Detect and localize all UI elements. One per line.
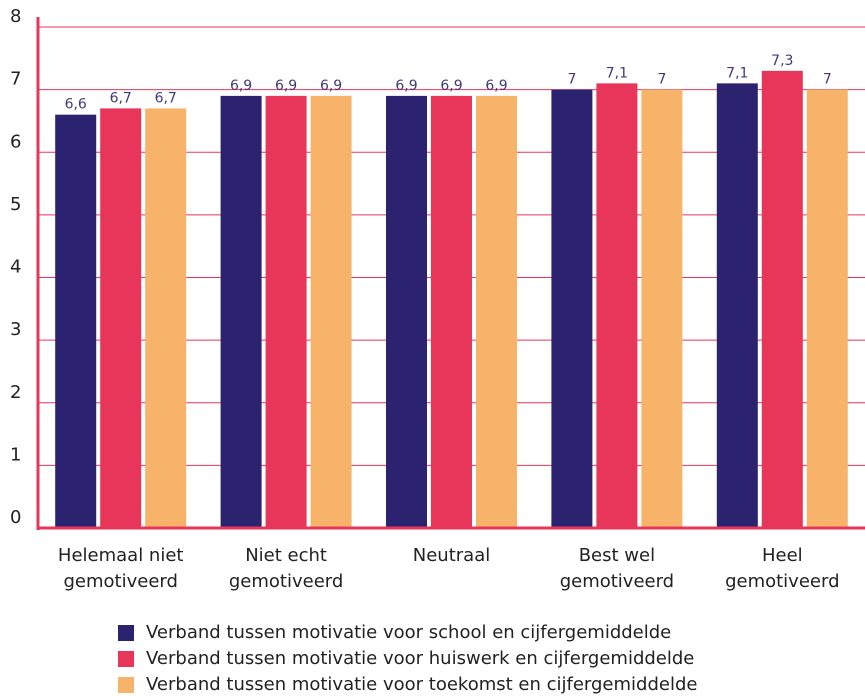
legend-label: Verband tussen motivatie voor toekomst e… <box>146 674 697 695</box>
y-tick-label: 1 <box>10 444 21 465</box>
value-label: 7 <box>567 72 576 88</box>
legend-label: Verband tussen motivatie voor huiswerk e… <box>146 648 694 669</box>
bar <box>386 95 427 528</box>
value-label: 6,9 <box>395 78 417 94</box>
value-label: 7,1 <box>726 65 748 81</box>
bar <box>716 83 758 529</box>
legend-swatch <box>118 651 134 667</box>
value-label: 6,9 <box>485 78 507 94</box>
legend-swatch <box>118 625 134 641</box>
value-label: 7,1 <box>606 65 628 81</box>
value-label: 6,7 <box>155 90 177 106</box>
bar <box>551 89 593 528</box>
value-label: 6,9 <box>230 78 252 94</box>
value-label: 7 <box>823 72 832 88</box>
bar <box>431 95 472 528</box>
value-label: 7,3 <box>771 53 793 69</box>
value-label: 6,9 <box>275 78 297 94</box>
bar <box>310 95 352 528</box>
x-tick-label: Niet echt gemotiveerd <box>229 545 343 592</box>
bar <box>220 95 262 528</box>
bar <box>476 95 517 528</box>
y-tick-label: 3 <box>10 319 21 340</box>
legend-swatch <box>118 677 134 693</box>
x-tick-label: Neutraal <box>413 545 490 566</box>
bar <box>596 83 638 529</box>
y-tick-label: 6 <box>10 131 21 152</box>
y-tick-label: 0 <box>10 507 21 528</box>
bar <box>145 108 187 528</box>
x-tick-label: Helemaal niet gemotiveerd <box>58 545 184 592</box>
bar <box>265 95 307 528</box>
bar <box>100 108 142 528</box>
bar <box>55 114 97 529</box>
legend-label: Verband tussen motivatie voor school en … <box>146 622 671 643</box>
value-label: 6,6 <box>65 97 87 113</box>
value-label: 6,9 <box>320 78 342 94</box>
value-label: 6,7 <box>110 90 132 106</box>
value-label: 7 <box>657 72 666 88</box>
bar <box>761 70 803 529</box>
y-tick-label: 5 <box>10 194 21 215</box>
value-label: 6,9 <box>440 78 462 94</box>
x-tick-label: Heel gemotiveerd <box>725 545 839 592</box>
y-tick-label: 2 <box>10 382 21 403</box>
y-tick-label: 8 <box>10 6 21 27</box>
y-tick-label: 7 <box>10 69 21 90</box>
y-tick-label: 4 <box>10 257 21 278</box>
bar <box>641 89 683 528</box>
x-tick-label: Best wel gemotiveerd <box>560 545 674 592</box>
bar <box>806 89 848 528</box>
